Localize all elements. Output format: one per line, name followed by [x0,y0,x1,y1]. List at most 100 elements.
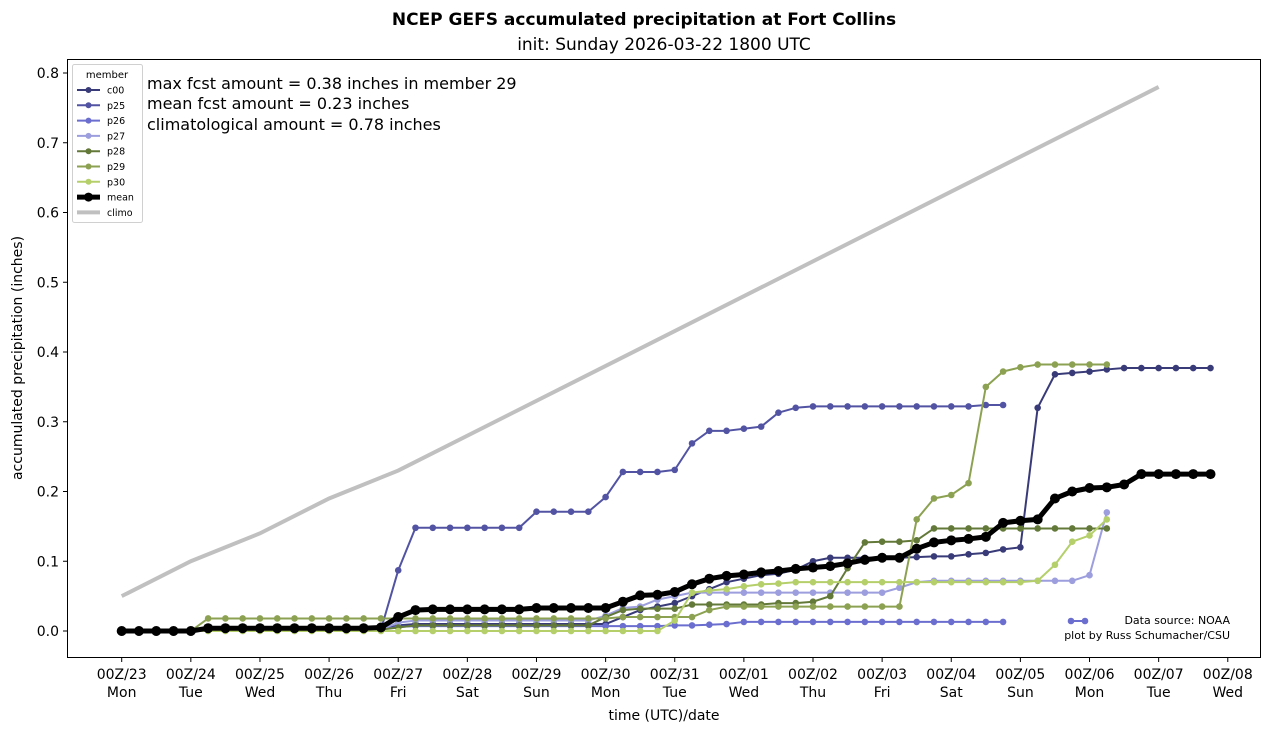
point-mean [479,604,490,615]
legend: member c00 p25 p26 p27 p28 p29 p30 mean climo [72,64,143,223]
legend-label: c00 [107,86,124,97]
point-p29 [861,603,869,610]
point-mean [531,602,542,613]
point-p25 [481,524,488,532]
point-p25 [740,425,748,433]
point-p30 [412,627,419,635]
point-p26 [740,618,748,626]
annotations: max fcst amount = 0.38 inches in member … [147,74,517,134]
y-tick-label: 0.4 [37,345,59,361]
point-c00 [913,553,920,561]
point-p30 [515,627,523,635]
legend-swatch-marker [85,148,92,155]
x-tick-label-time: 00Z/24 [166,667,216,683]
credit-author: plot by Russ Schumacher/CSU [1064,629,1230,642]
point-p28 [446,622,454,629]
point-p26 [706,621,713,629]
point-p29 [965,479,972,487]
point-p30 [654,627,661,635]
point-p30 [481,627,488,635]
point-mean [928,537,939,548]
point-mean [911,543,922,554]
point-p27 [1103,509,1111,516]
point-p29 [844,603,851,610]
point-p25 [394,567,402,574]
point-p28 [861,539,869,546]
legend-swatch-marker [85,117,92,124]
point-p27 [740,589,748,596]
point-p29 [619,613,627,621]
y-axis-label: accumulated precipitation (inches) [10,236,26,480]
point-p29 [222,615,229,622]
point-p30 [775,580,782,587]
point-p25 [602,493,609,501]
point-mean [358,623,369,634]
point-mean [375,622,386,633]
point-p26 [878,618,886,626]
x-tick-label-day: Tue [178,685,203,701]
y-tick-label: 0.1 [37,554,59,570]
point-c00 [1086,368,1093,375]
series-climo-line [120,85,1160,598]
point-p25 [861,403,869,410]
point-p25 [567,508,575,516]
point-p26 [654,622,661,630]
point-c00 [1155,364,1162,372]
point-p29 [515,615,523,622]
point-p29 [412,615,419,622]
point-p29 [706,606,713,614]
point-p26 [982,618,990,626]
point-mean [254,623,265,634]
legend-item-p30: p30 [77,177,125,188]
point-p26 [861,618,869,626]
point-mean [203,623,214,634]
credit-marker-point [1081,617,1089,625]
point-p30 [861,578,869,586]
series-mean-line [121,471,1211,634]
point-mean [341,623,352,634]
point-p28 [1017,525,1024,532]
point-p30 [930,578,938,586]
x-tick-label-day: Fri [390,685,407,701]
point-mean [410,605,421,616]
y-tick-label: 0.3 [37,415,59,431]
point-p30 [688,589,696,596]
point-p25 [533,508,540,516]
point-p30 [809,578,817,586]
legend-label: mean [107,193,134,204]
point-c00 [1138,364,1145,372]
point-mean [1015,515,1026,526]
point-p29 [1103,361,1111,368]
point-mean [1049,493,1060,504]
point-p30 [567,627,575,635]
point-p26 [947,618,955,626]
x-tick-label-day: Wed [1213,685,1244,701]
x-tick-label-time: 00Z/25 [235,667,285,683]
point-p30 [446,627,454,635]
x-tick-label-time: 00Z/28 [442,667,492,683]
x-tick-label-time: 00Z/30 [581,667,631,683]
point-p28 [947,525,955,532]
point-p25 [498,524,506,532]
point-mean [1032,514,1043,525]
point-p28 [913,537,920,544]
point-p26 [775,618,782,626]
legend-label: p29 [107,162,125,173]
point-p28 [654,605,661,612]
point-p28 [1051,525,1059,532]
legend-label: p30 [107,177,125,188]
x-tick-label-day: Sat [940,685,963,701]
legend-item-mean: mean [77,192,134,204]
point-p30 [740,583,748,590]
point-p26 [757,618,765,626]
point-p28 [982,525,990,532]
point-p29 [809,603,817,610]
point-p26 [930,618,938,626]
x-tick-label-day: Sun [523,685,550,701]
point-p25 [757,423,765,430]
point-c00 [1103,366,1111,373]
point-mean [600,602,611,613]
point-p28 [429,622,437,629]
point-mean [635,590,646,601]
